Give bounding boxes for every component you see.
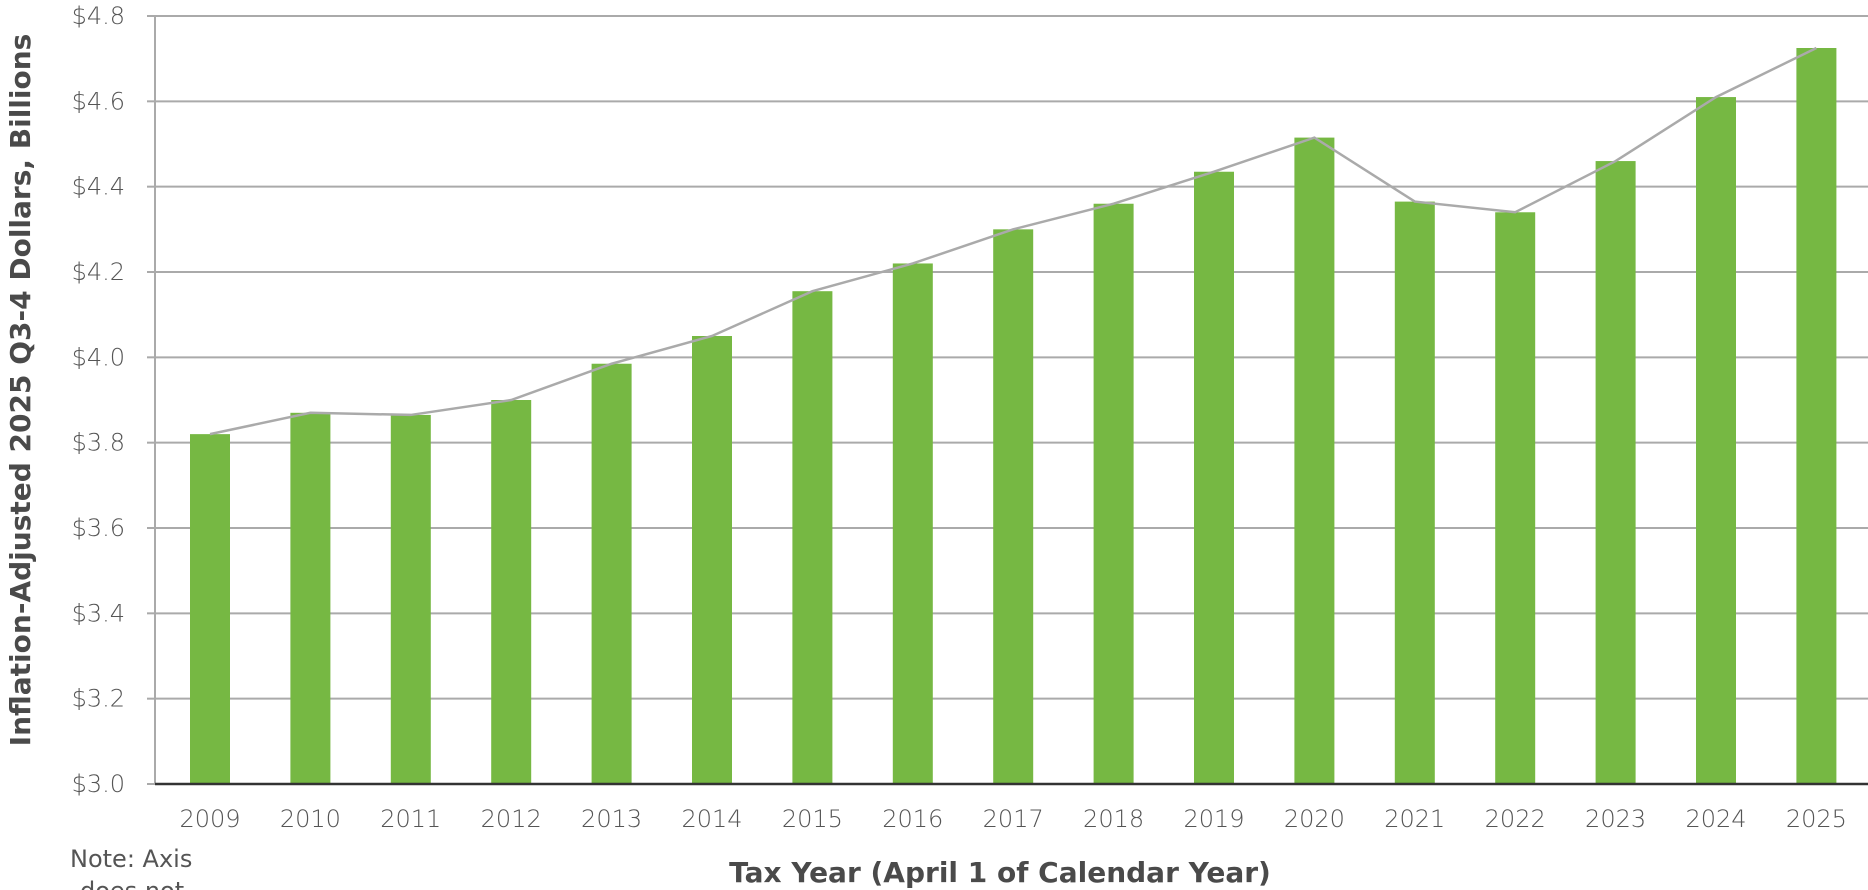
chart-note-line-2: does not <box>80 877 184 890</box>
y-tick-label: $3.2 <box>72 685 125 713</box>
x-tick-label: 2021 <box>1384 805 1445 833</box>
y-tick-label: $4.8 <box>72 2 125 30</box>
y-tick-label: $3.4 <box>72 599 125 627</box>
y-tick-label: $3.8 <box>72 429 125 457</box>
y-tick-labels: $3.0 $3.2 $3.4 $3.6 $3.8 $4.0 $4.2 $4.4 $4.6 $4.8 <box>72 2 125 798</box>
bar-2010 <box>290 412 331 784</box>
bar-2025 <box>1796 48 1837 784</box>
bar-2009 <box>190 434 230 784</box>
x-tick-label: 2025 <box>1786 805 1847 833</box>
x-tick-label: 2009 <box>179 805 240 833</box>
x-tick-label: 2014 <box>681 805 742 833</box>
chart-note-line-1: Note: Axis <box>70 845 192 873</box>
y-tick-label: $3.0 <box>72 770 125 798</box>
trend-line <box>209 46 1817 436</box>
x-tick-label: 2012 <box>481 805 542 833</box>
x-tick-label: 2024 <box>1685 805 1746 833</box>
x-tick-label: 2020 <box>1284 805 1345 833</box>
bar-2013 <box>591 363 632 784</box>
y-tick-label: $4.6 <box>72 87 125 115</box>
x-tick-label: 2010 <box>280 805 341 833</box>
x-tick-label: 2011 <box>380 805 441 833</box>
bar-2023 <box>1595 161 1636 785</box>
bar-2024 <box>1696 97 1736 785</box>
y-tick-label: $4.4 <box>72 173 125 201</box>
bar-2017 <box>993 229 1034 785</box>
bar-2020 <box>1294 137 1335 785</box>
x-tick-label: 2015 <box>782 805 843 833</box>
y-axis-title: Inflation-Adjusted 2025 Q3-4 Dollars, Bi… <box>4 34 37 747</box>
x-tick-label: 2016 <box>882 805 943 833</box>
bar-2019 <box>1194 171 1234 784</box>
x-tick-label: 2022 <box>1485 805 1546 833</box>
x-tick-label: 2019 <box>1183 805 1244 833</box>
x-tick-label: 2017 <box>983 805 1044 833</box>
bar-2011 <box>390 414 431 784</box>
y-tick-label: $3.6 <box>72 514 125 542</box>
x-axis-title: Tax Year (April 1 of Calendar Year) <box>729 856 1271 889</box>
bar-2012 <box>491 400 532 784</box>
trend-line-group <box>209 46 1817 436</box>
x-tick-label: 2013 <box>581 805 642 833</box>
bars <box>190 48 1837 785</box>
bar-2015 <box>792 291 833 784</box>
bar-2014 <box>692 336 732 784</box>
bar-2022 <box>1495 212 1536 784</box>
x-tick-labels: 2009 2010 2011 2012 2013 2014 2015 2016 2017 2018… <box>179 805 1846 833</box>
x-tick-label: 2023 <box>1585 805 1646 833</box>
y-tick-label: $4.2 <box>72 258 125 286</box>
chart-note: Note: Axis does not <box>70 845 200 890</box>
bar-2021 <box>1394 201 1435 785</box>
bar-2016 <box>892 263 933 784</box>
bar-2018 <box>1093 203 1134 784</box>
x-tick-label: 2018 <box>1083 805 1144 833</box>
y-tick-label: $4.0 <box>72 343 125 371</box>
